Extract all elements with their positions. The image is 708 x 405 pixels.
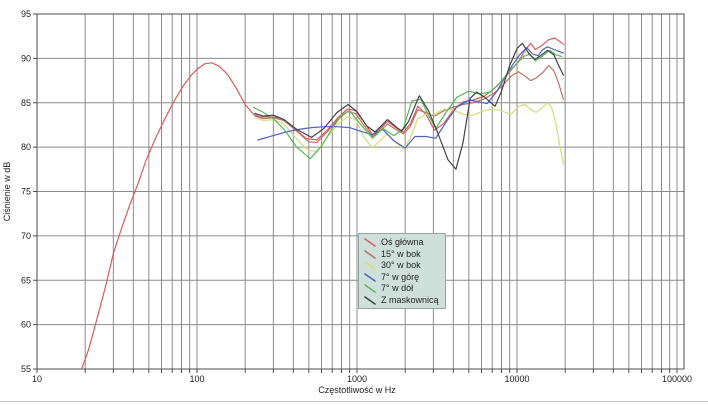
x-tick-label: 100000 xyxy=(662,374,692,384)
legend-label: 7° w górę xyxy=(381,271,420,282)
legend-label: Oś główna xyxy=(381,237,424,247)
x-tick-label: 10 xyxy=(32,374,42,384)
series-line-7-w-g-r- xyxy=(257,46,565,149)
y-tick-label: 80 xyxy=(21,142,31,152)
legend-item: 30° w bok xyxy=(364,260,441,271)
y-tick-label: 55 xyxy=(21,364,31,374)
y-axis-label: Ciśnienie w dB xyxy=(2,162,12,222)
legend-swatch-line xyxy=(364,296,376,305)
y-tick-label: 90 xyxy=(21,53,31,63)
legend-item: Oś główna xyxy=(364,237,441,248)
legend-swatch-line xyxy=(364,238,376,247)
legend-swatch-line xyxy=(364,272,376,282)
x-tick-label: 100 xyxy=(189,374,204,384)
series-line-15-w-bok xyxy=(254,64,565,144)
series-line-o-g-wna xyxy=(80,37,565,370)
legend-item: Z maskownicą xyxy=(364,295,441,306)
legend-swatch-line xyxy=(364,249,376,259)
y-tick-label: 65 xyxy=(21,275,31,285)
y-tick-label: 70 xyxy=(21,231,31,241)
legend-item: 7° w górę xyxy=(364,272,441,283)
legend-label: 30° w bok xyxy=(381,260,421,271)
y-tick-label: 85 xyxy=(21,98,31,108)
legend-item: 7° w dół xyxy=(364,283,441,294)
legend: Oś główna 15° w bok 30° w bok 7° w górę 7° w… xyxy=(358,233,446,309)
legend-swatch-line xyxy=(364,284,376,294)
legend-label: 7° w dół xyxy=(381,283,414,294)
legend-item: 15° w bok xyxy=(364,249,441,260)
image-bottom-border xyxy=(0,401,708,402)
legend-swatch-line xyxy=(364,261,376,270)
x-tick-label: 1000 xyxy=(347,374,367,384)
legend-label: Z maskownicą xyxy=(381,294,439,305)
series-line-z-maskownic- xyxy=(254,42,565,170)
y-tick-label: 75 xyxy=(21,187,31,197)
x-tick-label: 10000 xyxy=(504,374,529,384)
legend-label: 15° w bok xyxy=(381,248,421,259)
x-axis-label: Częstotliwość w Hz xyxy=(318,385,396,395)
y-tick-label: 60 xyxy=(21,320,31,330)
y-tick-label: 95 xyxy=(21,9,31,19)
